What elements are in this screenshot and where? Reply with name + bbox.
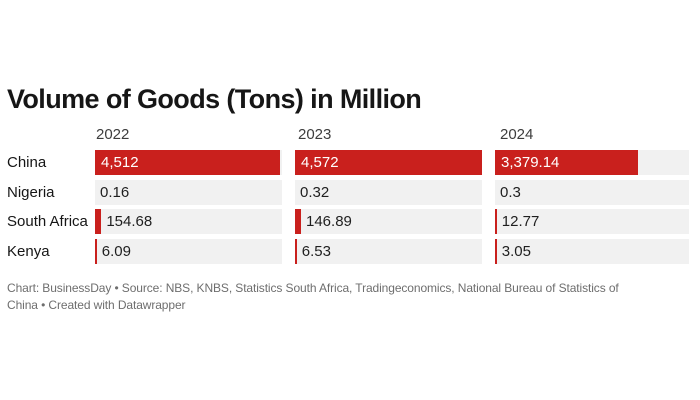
footer-line-1: Chart: BusinessDay • Source: NBS, KNBS, …: [7, 281, 619, 295]
bar: [95, 209, 102, 234]
bar-value-label: 3.05: [501, 243, 531, 260]
chart-title: Volume of Goods (Tons) in Million: [7, 84, 422, 114]
bar: [295, 239, 297, 264]
bar-cell: 4,572: [295, 150, 482, 175]
bar: [295, 209, 301, 234]
bar-cell: 0.3: [495, 180, 689, 205]
bar: [95, 150, 280, 175]
footer-line-2: China • Created with Datawrapper: [7, 298, 186, 312]
bar-value-label: 6.53: [301, 243, 331, 260]
bar-cell: 6.09: [95, 239, 282, 264]
bar-cell: 3,379.14: [495, 150, 689, 175]
bar-cell: 146.89: [295, 209, 482, 234]
column-header-2024: 2024: [500, 126, 534, 143]
bar-value-label: 3,379.14: [501, 154, 560, 171]
bar-cell: 12.77: [495, 209, 689, 234]
bar-value-label: 6.09: [101, 243, 131, 260]
bar: [295, 150, 482, 175]
bar-value-label: 154.68: [106, 213, 153, 230]
row-label-kenya: Kenya: [7, 243, 50, 260]
bar-cell: 154.68: [95, 209, 282, 234]
bar-value-label: 146.89: [306, 213, 352, 230]
chart-footer: Chart: BusinessDay • Source: NBS, KNBS, …: [7, 280, 619, 314]
bar: [95, 239, 97, 264]
bar-value-label: 4,512: [101, 154, 139, 171]
bar: [495, 239, 497, 264]
bar-cell: 4,512: [95, 150, 282, 175]
bar-cell: 0.32: [295, 180, 482, 205]
row-label-south-africa: South Africa: [7, 213, 88, 230]
bar: [495, 209, 497, 234]
bar-cell: 6.53: [295, 239, 482, 264]
bar-value-label: 4,572: [301, 154, 339, 171]
bar-value-label: 0.3: [500, 184, 521, 201]
bar-cell: 3.05: [495, 239, 689, 264]
row-label-china: China: [7, 154, 47, 171]
bar-value-label: 0.32: [300, 184, 330, 201]
column-header-2023: 2023: [298, 126, 332, 143]
bar-value-label: 12.77: [501, 213, 540, 230]
bar-value-label: 0.16: [100, 184, 130, 201]
bar-cell: 0.16: [95, 180, 282, 205]
row-label-nigeria: Nigeria: [7, 184, 55, 201]
column-header-2022: 2022: [96, 126, 130, 143]
bar: [495, 150, 639, 175]
